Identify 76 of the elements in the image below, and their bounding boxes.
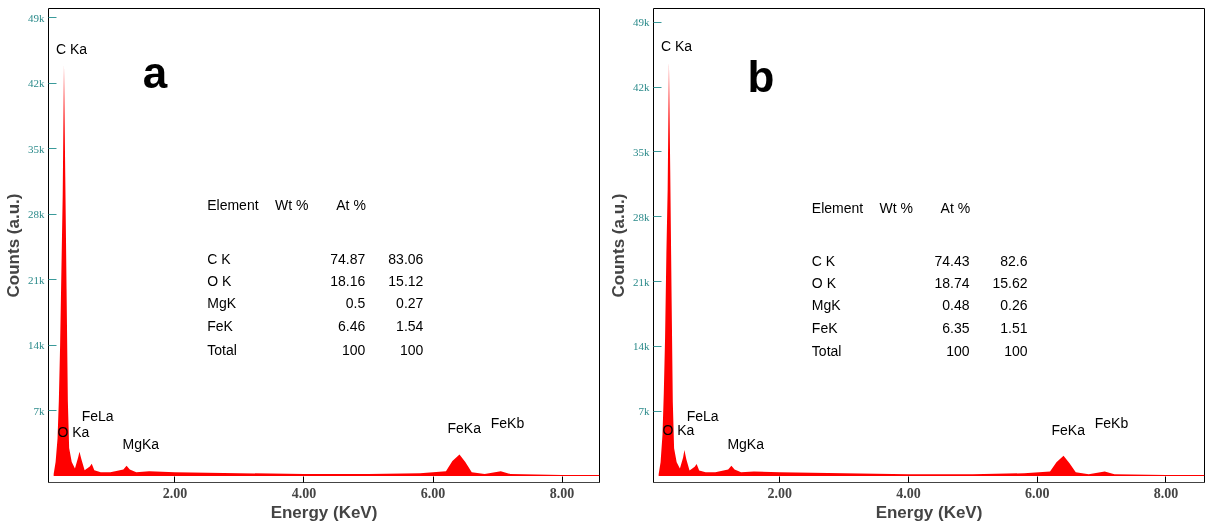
x-axis-title: Energy (KeV) (270, 502, 378, 522)
y-tick-label: 49k (28, 11, 45, 24)
annotation: 0.27 (396, 295, 424, 311)
y-tick-label: 21k (28, 273, 45, 286)
y-tick-label: 35k (28, 142, 45, 155)
x-tick-label: 2.00 (767, 485, 792, 501)
annotation: MgK (811, 296, 842, 313)
annotation: 0.48 (942, 296, 970, 313)
x-tick-label: 6.00 (420, 485, 446, 501)
annotation: 1.54 (396, 318, 424, 335)
annotation: 100 (946, 343, 970, 360)
annotation: O Ka (662, 422, 695, 439)
annotation: 82.6 (1000, 253, 1028, 270)
annotation: 6.35 (942, 319, 970, 336)
annotation: O Ka (57, 423, 90, 440)
annotation: Total (207, 341, 237, 358)
y-tick-label: 28k (28, 208, 45, 221)
annotation: FeK (811, 319, 839, 336)
annotation: 0.26 (1000, 296, 1028, 313)
x-tick-label: 2.00 (162, 485, 188, 501)
y-tick-label: 42k (633, 81, 650, 94)
annotation: 74.43 (934, 253, 970, 270)
annotation: Wt % (274, 196, 309, 213)
annotation: 6.46 (338, 318, 366, 335)
annotation: Element (811, 199, 864, 216)
y-tick-label: 14k (28, 339, 45, 352)
annotation: C Ka (660, 38, 693, 55)
annotation: a (142, 48, 168, 98)
annotation: FeKa (1051, 421, 1086, 438)
x-axis-title: Energy (KeV) (875, 502, 983, 522)
annotation: 74.87 (330, 251, 366, 268)
annotation: FeLa (81, 407, 114, 424)
annotation: 18.16 (330, 272, 366, 289)
annotation: C Ka (55, 40, 88, 57)
y-tick-label: 35k (633, 146, 650, 158)
annotation: MgKa (727, 435, 765, 452)
y-tick-label: 7k (33, 404, 45, 417)
y-tick-label: 7k (638, 405, 650, 418)
annotation: FeKb (1094, 415, 1129, 432)
y-tick-label: 21k (633, 275, 650, 288)
annotation: FeKb (490, 415, 525, 432)
annotation: 100 (400, 341, 424, 358)
y-axis-title: Counts (a.u.) (609, 193, 628, 298)
annotation: FeKa (447, 420, 482, 437)
x-tick-label: 8.00 (1153, 485, 1179, 501)
annotation: Wt % (879, 199, 913, 216)
annotation: 15.62 (992, 274, 1028, 291)
annotation: 18.74 (934, 274, 970, 291)
y-tick-label: 14k (633, 340, 650, 353)
y-tick-label: 42k (28, 77, 45, 90)
annotation: C K (207, 251, 232, 268)
annotation: Element (207, 196, 259, 213)
annotation: MgKa (122, 435, 160, 452)
y-tick-label: 49k (633, 16, 650, 29)
annotation: 15.12 (388, 272, 424, 289)
annotation: 83.06 (388, 251, 424, 268)
annotation: b (747, 52, 775, 102)
annotation: 100 (1004, 343, 1028, 360)
annotation: O K (207, 272, 232, 289)
annotation: O K (811, 274, 837, 291)
x-tick-label: 6.00 (1024, 485, 1050, 501)
annotation: At % (336, 196, 366, 213)
annotation: FeK (207, 318, 234, 335)
annotation: 100 (341, 341, 366, 358)
annotation: 0.5 (345, 295, 366, 311)
x-tick-label: 8.00 (549, 485, 575, 501)
annotation: C K (811, 253, 836, 270)
annotation: Total (811, 343, 842, 360)
x-tick-label: 4.00 (896, 485, 921, 501)
annotation: MgK (207, 295, 237, 311)
y-tick-label: 28k (633, 210, 650, 223)
annotation: At % (940, 199, 971, 216)
x-tick-label: 4.00 (291, 485, 317, 501)
annotation: FeLa (686, 407, 719, 424)
y-axis-title: Counts (a.u.) (4, 193, 23, 298)
annotation: 1.51 (1000, 319, 1028, 336)
